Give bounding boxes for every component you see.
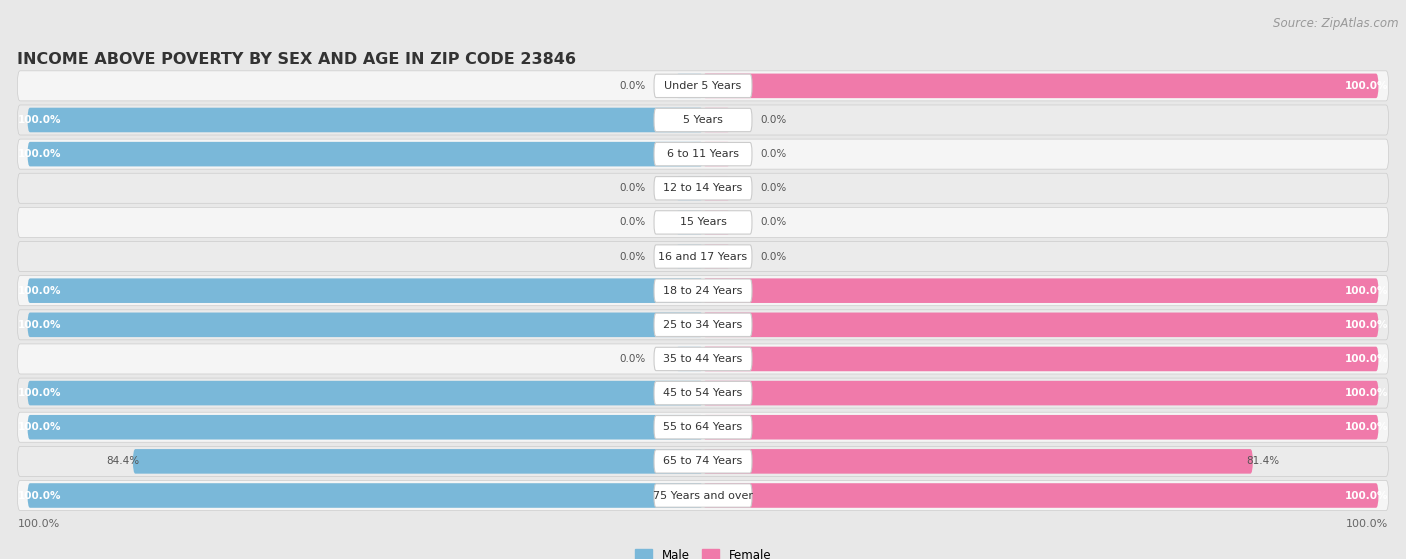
- Text: 18 to 24 Years: 18 to 24 Years: [664, 286, 742, 296]
- FancyBboxPatch shape: [654, 108, 752, 132]
- Text: 100.0%: 100.0%: [1347, 519, 1389, 529]
- FancyBboxPatch shape: [703, 381, 1378, 405]
- Text: 100.0%: 100.0%: [17, 149, 60, 159]
- FancyBboxPatch shape: [703, 415, 1378, 439]
- Text: 0.0%: 0.0%: [761, 183, 787, 193]
- FancyBboxPatch shape: [703, 74, 1378, 98]
- FancyBboxPatch shape: [703, 244, 730, 269]
- Text: 0.0%: 0.0%: [761, 252, 787, 262]
- Text: Under 5 Years: Under 5 Years: [665, 81, 741, 91]
- FancyBboxPatch shape: [28, 415, 703, 439]
- FancyBboxPatch shape: [703, 176, 730, 201]
- Text: 100.0%: 100.0%: [1346, 81, 1389, 91]
- Text: 100.0%: 100.0%: [17, 388, 60, 398]
- Text: 0.0%: 0.0%: [619, 354, 645, 364]
- FancyBboxPatch shape: [17, 378, 1389, 408]
- FancyBboxPatch shape: [654, 177, 752, 200]
- FancyBboxPatch shape: [17, 105, 1389, 135]
- Text: 0.0%: 0.0%: [761, 115, 787, 125]
- FancyBboxPatch shape: [17, 71, 1389, 101]
- Text: 0.0%: 0.0%: [761, 217, 787, 228]
- FancyBboxPatch shape: [703, 347, 1378, 371]
- Text: 65 to 74 Years: 65 to 74 Years: [664, 456, 742, 466]
- FancyBboxPatch shape: [703, 278, 1378, 303]
- Text: 16 and 17 Years: 16 and 17 Years: [658, 252, 748, 262]
- Text: 75 Years and over: 75 Years and over: [652, 490, 754, 500]
- FancyBboxPatch shape: [703, 483, 1378, 508]
- FancyBboxPatch shape: [654, 279, 752, 302]
- Text: 100.0%: 100.0%: [17, 519, 59, 529]
- Text: 81.4%: 81.4%: [1246, 456, 1279, 466]
- Text: 100.0%: 100.0%: [17, 490, 60, 500]
- FancyBboxPatch shape: [17, 412, 1389, 442]
- Text: 0.0%: 0.0%: [619, 183, 645, 193]
- Text: 84.4%: 84.4%: [107, 456, 139, 466]
- FancyBboxPatch shape: [676, 176, 703, 201]
- FancyBboxPatch shape: [676, 210, 703, 235]
- FancyBboxPatch shape: [703, 108, 730, 132]
- FancyBboxPatch shape: [703, 142, 730, 167]
- FancyBboxPatch shape: [134, 449, 703, 473]
- FancyBboxPatch shape: [654, 245, 752, 268]
- Text: 100.0%: 100.0%: [17, 320, 60, 330]
- FancyBboxPatch shape: [676, 244, 703, 269]
- FancyBboxPatch shape: [654, 74, 752, 97]
- FancyBboxPatch shape: [654, 313, 752, 337]
- Text: 100.0%: 100.0%: [1346, 354, 1389, 364]
- FancyBboxPatch shape: [676, 74, 703, 98]
- FancyBboxPatch shape: [17, 139, 1389, 169]
- Text: 45 to 54 Years: 45 to 54 Years: [664, 388, 742, 398]
- Text: 35 to 44 Years: 35 to 44 Years: [664, 354, 742, 364]
- FancyBboxPatch shape: [654, 484, 752, 507]
- FancyBboxPatch shape: [17, 446, 1389, 476]
- Text: 100.0%: 100.0%: [1346, 320, 1389, 330]
- FancyBboxPatch shape: [654, 415, 752, 439]
- Text: 100.0%: 100.0%: [1346, 388, 1389, 398]
- Text: Source: ZipAtlas.com: Source: ZipAtlas.com: [1274, 17, 1399, 30]
- Text: INCOME ABOVE POVERTY BY SEX AND AGE IN ZIP CODE 23846: INCOME ABOVE POVERTY BY SEX AND AGE IN Z…: [17, 52, 576, 67]
- Legend: Male, Female: Male, Female: [630, 544, 776, 559]
- FancyBboxPatch shape: [17, 207, 1389, 238]
- Text: 55 to 64 Years: 55 to 64 Years: [664, 422, 742, 432]
- Text: 6 to 11 Years: 6 to 11 Years: [666, 149, 740, 159]
- FancyBboxPatch shape: [28, 483, 703, 508]
- Text: 100.0%: 100.0%: [1346, 286, 1389, 296]
- FancyBboxPatch shape: [654, 347, 752, 371]
- Text: 100.0%: 100.0%: [17, 115, 60, 125]
- FancyBboxPatch shape: [28, 278, 703, 303]
- FancyBboxPatch shape: [703, 449, 1253, 473]
- FancyBboxPatch shape: [17, 276, 1389, 306]
- Text: 0.0%: 0.0%: [761, 149, 787, 159]
- FancyBboxPatch shape: [703, 210, 730, 235]
- Text: 0.0%: 0.0%: [619, 252, 645, 262]
- FancyBboxPatch shape: [676, 347, 703, 371]
- FancyBboxPatch shape: [654, 449, 752, 473]
- Text: 100.0%: 100.0%: [1346, 490, 1389, 500]
- FancyBboxPatch shape: [17, 344, 1389, 374]
- FancyBboxPatch shape: [28, 142, 703, 167]
- Text: 0.0%: 0.0%: [619, 81, 645, 91]
- FancyBboxPatch shape: [28, 108, 703, 132]
- FancyBboxPatch shape: [654, 143, 752, 166]
- Text: 25 to 34 Years: 25 to 34 Years: [664, 320, 742, 330]
- Text: 5 Years: 5 Years: [683, 115, 723, 125]
- FancyBboxPatch shape: [17, 310, 1389, 340]
- Text: 100.0%: 100.0%: [1346, 422, 1389, 432]
- FancyBboxPatch shape: [17, 481, 1389, 510]
- Text: 12 to 14 Years: 12 to 14 Years: [664, 183, 742, 193]
- Text: 0.0%: 0.0%: [619, 217, 645, 228]
- FancyBboxPatch shape: [28, 381, 703, 405]
- FancyBboxPatch shape: [654, 211, 752, 234]
- FancyBboxPatch shape: [703, 312, 1378, 337]
- FancyBboxPatch shape: [17, 173, 1389, 203]
- Text: 100.0%: 100.0%: [17, 286, 60, 296]
- FancyBboxPatch shape: [654, 381, 752, 405]
- Text: 100.0%: 100.0%: [17, 422, 60, 432]
- Text: 15 Years: 15 Years: [679, 217, 727, 228]
- FancyBboxPatch shape: [28, 312, 703, 337]
- FancyBboxPatch shape: [17, 241, 1389, 272]
